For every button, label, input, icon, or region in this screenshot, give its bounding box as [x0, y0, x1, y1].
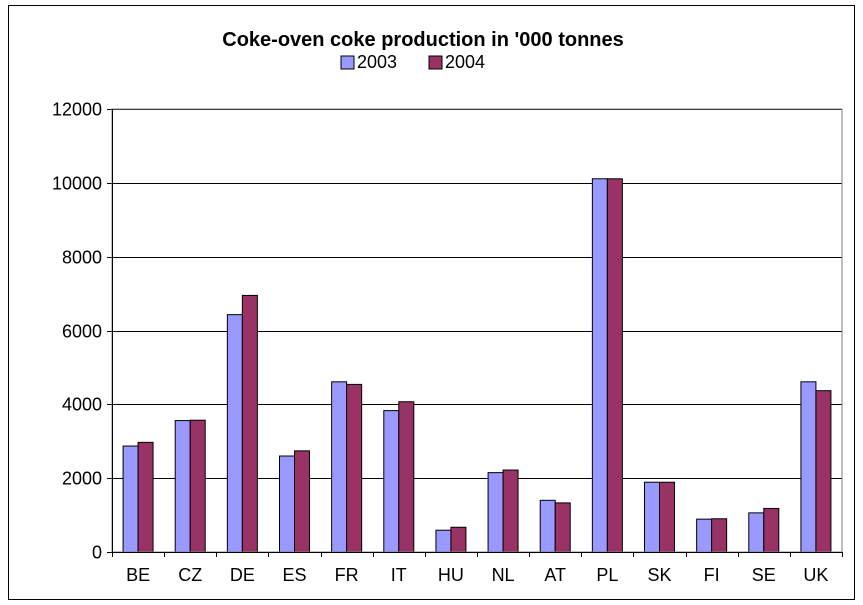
- x-tick-label-ES: ES: [282, 565, 306, 585]
- bar-2003-UK: [800, 381, 817, 553]
- x-tick-label-IT: IT: [391, 565, 407, 585]
- x-tick-label-FI: FI: [704, 565, 720, 585]
- bar-2003-PL: [591, 178, 608, 553]
- bar-2003-NL: [487, 472, 504, 553]
- y-tick-label-2000: 2000: [62, 469, 102, 489]
- x-tick-label-BE: BE: [126, 565, 150, 585]
- bars: [122, 178, 832, 553]
- bar-2004-FI: [711, 518, 728, 553]
- bar-2003-FR: [331, 381, 348, 553]
- axes: [111, 108, 843, 553]
- bar-2003-HU: [435, 529, 452, 553]
- bar-2003-IT: [383, 410, 400, 553]
- bar-2004-ES: [294, 450, 310, 553]
- bar-2004-SK: [659, 481, 675, 553]
- bar-2004-NL: [502, 469, 519, 553]
- y-axis-ticks: 0 2000 4000 6000 8000 10000 12000: [52, 100, 112, 563]
- x-tick-label-PL: PL: [596, 565, 618, 585]
- x-axis-ticks: BE CZ DE ES FR IT HU NL AT PL SK FI SE UK: [112, 552, 843, 585]
- bar-2003-SK: [644, 481, 660, 553]
- x-tick-label-AT: AT: [544, 565, 566, 585]
- bar-2003-SE: [748, 512, 765, 553]
- chart-title: Coke-oven coke production in '000 tonnes: [222, 29, 624, 51]
- bar-2004-IT: [398, 401, 415, 553]
- bar-2004-DE: [241, 294, 258, 553]
- bar-2004-SE: [763, 507, 780, 553]
- x-tick-label-NL: NL: [492, 565, 515, 585]
- bar-2004-CZ: [189, 419, 206, 553]
- legend: 2003 2004: [340, 52, 485, 72]
- bar-2003-CZ: [174, 420, 191, 553]
- y-tick-label-10000: 10000: [52, 174, 102, 194]
- bar-2003-BE: [122, 445, 139, 553]
- x-tick-label-SK: SK: [647, 565, 671, 585]
- legend-label-2003: 2003: [357, 52, 397, 72]
- bar-2003-AT: [539, 499, 556, 553]
- x-tick-label-CZ: CZ: [178, 565, 202, 585]
- bar-2004-HU: [450, 526, 467, 553]
- bar-2003-DE: [226, 314, 243, 553]
- legend-swatch-2003: [340, 55, 355, 70]
- bar-2004-FR: [346, 383, 363, 553]
- y-tick-label-6000: 6000: [62, 322, 102, 342]
- bar-2004-PL: [606, 178, 623, 553]
- bar-2004-BE: [137, 441, 154, 553]
- legend-swatch-2004: [428, 55, 443, 70]
- x-tick-label-SE: SE: [752, 565, 776, 585]
- bar-2003-FI: [696, 518, 713, 553]
- y-tick-label-4000: 4000: [62, 395, 102, 415]
- x-tick-label-DE: DE: [230, 565, 255, 585]
- y-tick-label-12000: 12000: [52, 100, 102, 120]
- bar-2003-ES: [279, 455, 295, 553]
- x-tick-label-UK: UK: [803, 565, 828, 585]
- bar-2004-AT: [554, 502, 571, 553]
- bar-2004-UK: [815, 390, 832, 553]
- plot-area-border: [111, 108, 843, 553]
- legend-label-2004: 2004: [445, 52, 485, 72]
- y-tick-label-0: 0: [92, 543, 102, 563]
- x-tick-label-FR: FR: [335, 565, 359, 585]
- gridlines: [112, 109, 842, 479]
- y-tick-label-8000: 8000: [62, 248, 102, 268]
- x-tick-label-HU: HU: [438, 565, 464, 585]
